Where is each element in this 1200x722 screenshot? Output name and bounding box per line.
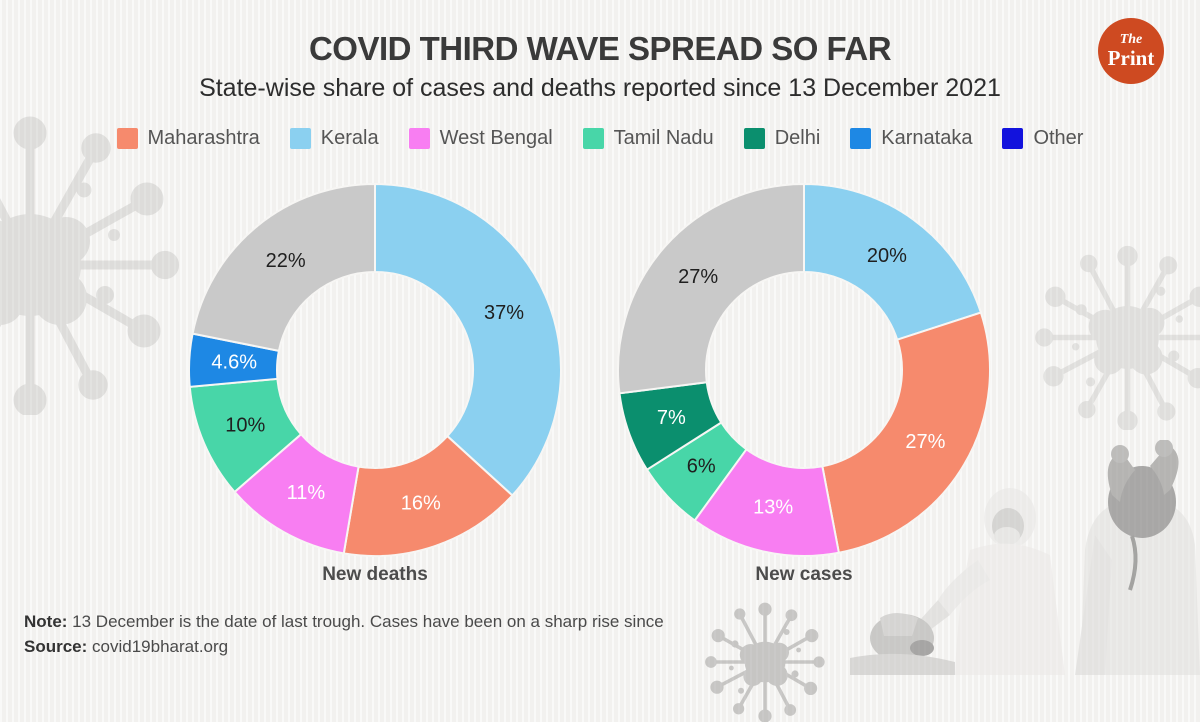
donut-segment-other [617,182,805,395]
segment-value-label: 7% [657,407,686,429]
legend-item-other: Other [1002,127,1083,150]
donut-segment-kerala [803,182,983,341]
segment-value-label: 37% [484,302,524,324]
theprint-logo-the: The [1119,32,1143,47]
note-line: Note: 13 December is the date of last tr… [24,610,664,635]
legend-swatch [116,128,138,149]
chart-legend: Maharashtra Kerala West Bengal Tamil Nadu De… [0,127,1200,150]
legend-label: Karnataka [881,127,973,149]
legend-swatch [1002,128,1024,149]
legend-label: Kerala [320,127,379,149]
virus-watermark-bottom [705,602,825,722]
donut-segment-maharashtra [342,434,514,557]
chart-title-new-cases: New cases [755,564,853,585]
legend-item-delhi: Delhi [743,127,821,150]
segment-value-label: 20% [867,245,907,267]
donut-chart-new-deaths: 37% 16% 11% 10% 4.6% 22% New deaths [165,182,585,602]
legend-item-karnataka: Karnataka [850,127,972,150]
page-title: COVID THIRD WAVE SPREAD SO FAR [308,30,892,67]
note-text: 13 December is the date of last trough. … [67,612,664,631]
legend-item-tamil-nadu: Tamil Nadu [582,127,714,150]
legend-label: West Bengal [439,127,553,149]
virus-watermark-right [1035,245,1200,430]
theprint-logo: The Print [1098,18,1164,84]
legend-swatch [289,128,311,149]
chart-title-new-deaths: New deaths [322,564,428,585]
source-text: covid19bharat.org [87,636,229,656]
theprint-logo-print: Print [1107,46,1155,70]
note-label: Note: [24,612,68,631]
legend-label: Delhi [774,127,821,149]
donut-segment-maharashtra [821,311,991,554]
donut-segment-other [191,182,376,353]
segment-value-label: 16% [401,492,441,514]
segment-value-label: 27% [678,266,718,288]
legend-item-kerala: Kerala [289,127,379,150]
virus-watermark-left [0,115,180,415]
legend-swatch [408,128,430,149]
legend-label: Maharashtra [147,127,260,149]
legend-item-maharashtra: Maharashtra [116,127,260,150]
legend-label: Other [1033,127,1084,149]
legend-swatch [743,128,765,149]
legend-swatch [582,128,604,149]
segment-value-label: 13% [753,497,793,519]
legend-swatch [850,128,872,149]
segment-value-label: 4.6% [211,352,257,374]
segment-value-label: 27% [905,431,945,453]
source-line: Source: covid19bharat.org [24,635,664,660]
segment-value-label: 11% [287,482,326,504]
legend-item-west-bengal: West Bengal [408,127,553,150]
donut-segment-kerala [374,182,562,497]
page-subtitle: State-wise share of cases and deaths rep… [199,74,1001,102]
source-label: Source: [24,636,88,656]
donut-chart-new-cases: 20% 27% 13% 6% 7% 27% New cases [594,182,1014,602]
segment-value-label: 22% [266,250,306,272]
segment-value-label: 10% [225,414,265,436]
segment-value-label: 6% [687,456,716,478]
footer-notes: Note: 13 December is the date of last tr… [24,610,664,659]
legend-label: Tamil Nadu [613,127,714,149]
